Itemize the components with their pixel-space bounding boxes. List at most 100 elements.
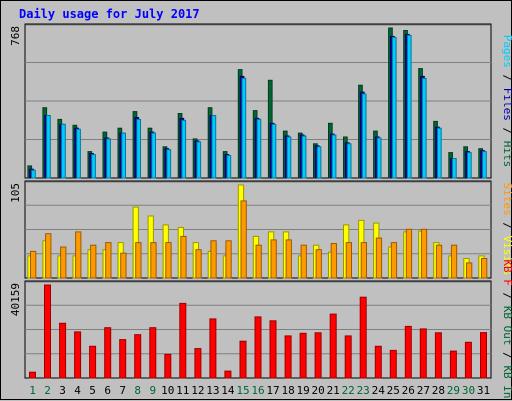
day-label-12: 12 (191, 384, 204, 397)
day-label-25: 25 (387, 384, 400, 397)
bar-pages-day-24 (376, 137, 382, 179)
bar-kb-f-day-25 (389, 349, 397, 379)
bar-sites-day-27 (420, 228, 428, 279)
max-label-2: 105 (9, 183, 22, 203)
bar-kb-f-day-4 (74, 331, 82, 379)
bar-kb-f-day-9 (149, 327, 157, 379)
day-label-22: 22 (342, 384, 355, 397)
day-label-17: 17 (266, 384, 279, 397)
bar-pages-day-13 (211, 115, 217, 179)
day-label-30: 30 (462, 384, 475, 397)
day-label-14: 14 (221, 384, 235, 397)
day-label-11: 11 (176, 384, 189, 397)
bar-kb-f-day-11 (179, 302, 187, 379)
bar-pages-day-3 (61, 123, 66, 179)
bar-kb-f-day-10 (164, 353, 172, 379)
day-label-13: 13 (206, 384, 219, 397)
day-label-1: 1 (29, 384, 36, 397)
bar-pages-day-28 (437, 127, 442, 179)
bar-sites-day-11 (180, 235, 187, 279)
day-label-26: 26 (402, 384, 415, 397)
bar-pages-day-22 (346, 143, 352, 179)
bar-pages-day-7 (121, 132, 127, 179)
bar-pages-day-29 (452, 158, 457, 179)
bar-kb-f-day-26 (404, 325, 412, 379)
bar-sites-day-29 (450, 244, 458, 279)
bar-kb-f-day-29 (449, 350, 457, 379)
legend-entry: Visits (501, 236, 512, 276)
bar-kb-f-day-28 (434, 332, 442, 379)
day-label-5: 5 (89, 384, 96, 397)
legend-entry: Pages (501, 35, 512, 68)
bar-pages-day-23 (361, 93, 367, 179)
bar-pages-day-31 (482, 151, 487, 179)
day-label-9: 9 (149, 384, 156, 397)
bar-pages-day-8 (136, 118, 142, 179)
bar-kb-f-day-15 (239, 340, 247, 379)
bar-pages-day-14 (226, 155, 232, 179)
bar-sites-day-3 (60, 246, 67, 279)
bar-sites-day-18 (285, 239, 292, 279)
bar-kb-f-day-7 (119, 339, 127, 379)
bar-kb-f-day-14 (224, 370, 232, 379)
bar-kb-f-day-24 (374, 345, 382, 379)
legend-entry: KB In (501, 365, 512, 398)
legend-entry: / (501, 68, 512, 88)
day-label-20: 20 (311, 384, 324, 397)
bar-kb-f-day-8 (134, 334, 142, 379)
day-label-3: 3 (59, 384, 66, 397)
bar-sites-day-21 (330, 243, 338, 279)
bar-sites-day-12 (195, 249, 202, 279)
bar-kb-f-day-31 (480, 332, 487, 379)
bar-pages-day-19 (301, 135, 307, 179)
bar-kb-f-day-17 (269, 320, 277, 379)
bar-sites-day-16 (255, 244, 262, 279)
bar-pages-day-6 (106, 138, 111, 179)
bar-sites-day-28 (435, 244, 443, 279)
bar-sites-day-8 (135, 242, 142, 279)
bar-kb-f-day-22 (344, 335, 352, 379)
bar-sites-day-6 (105, 242, 112, 279)
legend-entry: KB F (501, 259, 512, 286)
legend-entry: Files (501, 88, 512, 121)
bar-pages-day-26 (406, 34, 412, 179)
legend-3: KB F / KB Out / KB In (501, 259, 512, 398)
bar-sites-day-13 (210, 240, 217, 279)
bar-sites-day-15 (240, 200, 247, 279)
bar-pages-day-20 (316, 146, 322, 179)
bar-pages-day-25 (391, 36, 397, 179)
bar-sites-day-2 (45, 233, 52, 279)
day-label-4: 4 (74, 384, 81, 397)
bar-pages-day-15 (241, 77, 247, 179)
legend-entry: / (501, 216, 512, 236)
legend-entry: KB Out (501, 306, 512, 346)
bar-kb-f-day-23 (359, 296, 367, 379)
bar-kb-f-day-6 (104, 327, 112, 379)
bar-kb-f-day-30 (464, 341, 472, 379)
legend-1: Pages / Files / Hits (501, 35, 512, 168)
bar-pages-day-27 (421, 77, 427, 179)
bar-kb-f-day-13 (209, 318, 217, 379)
day-label-24: 24 (372, 384, 386, 397)
bar-sites-day-30 (466, 262, 473, 279)
bar-sites-day-7 (120, 252, 127, 279)
chart-title: Daily usage for July 2017 (19, 7, 200, 21)
legend-entry: / (501, 286, 512, 306)
bar-pages-day-30 (467, 152, 472, 179)
max-label-3: 40159 (9, 283, 22, 316)
day-label-29: 29 (447, 384, 460, 397)
day-label-31: 31 (477, 384, 490, 397)
day-label-15: 15 (236, 384, 249, 397)
bar-sites-day-25 (390, 242, 398, 279)
day-label-27: 27 (417, 384, 430, 397)
bar-kb-f-day-5 (89, 345, 97, 379)
legend-entry: Sites (501, 183, 512, 216)
day-label-21: 21 (327, 384, 340, 397)
day-label-6: 6 (104, 384, 111, 397)
bar-kb-f-day-3 (59, 322, 67, 379)
bar-kb-f-day-12 (194, 348, 202, 379)
bar-pages-day-18 (286, 136, 292, 179)
legend-2: Sites / Visits (501, 183, 512, 276)
